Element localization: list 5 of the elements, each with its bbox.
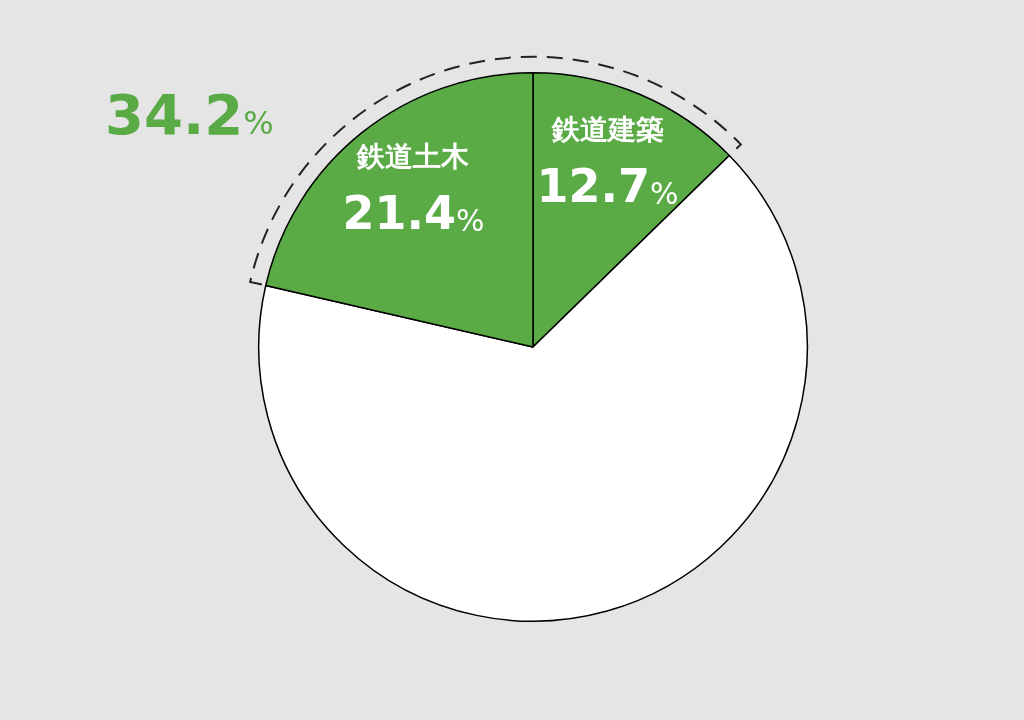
- data-label: 12.7%: [536, 159, 679, 214]
- slice-label: 鉄道土木: [356, 140, 471, 174]
- slice-label: 鉄道建築: [550, 113, 664, 147]
- data-label: 21.4%: [342, 185, 485, 240]
- text: 34.2%: [105, 82, 274, 147]
